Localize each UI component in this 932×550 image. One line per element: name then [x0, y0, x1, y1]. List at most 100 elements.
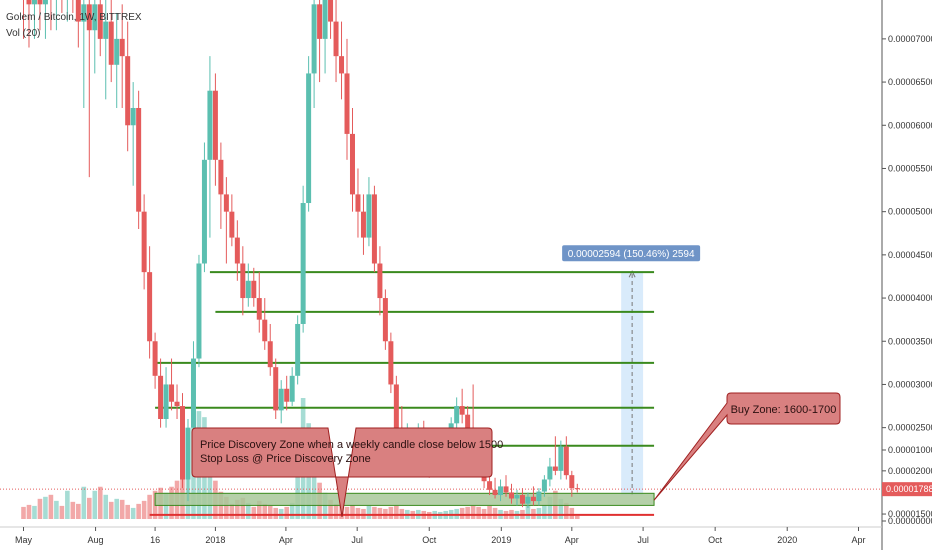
time-tick-label: Jul	[637, 535, 649, 545]
volume-bar	[459, 507, 465, 519]
candle-body	[371, 194, 377, 264]
volume-bar	[147, 494, 152, 519]
time-tick-label: Apr	[851, 535, 865, 545]
volume-tick-label: 0.00001000	[888, 445, 932, 455]
candle-body	[136, 107, 142, 212]
candle-body	[508, 492, 514, 499]
volume-bar	[333, 503, 339, 519]
candle-body	[108, 21, 114, 65]
price-tick-label: 0.00005000	[888, 207, 932, 217]
candle-body	[328, 0, 334, 22]
time-tick-label: 2018	[205, 535, 225, 545]
candle-body	[207, 90, 213, 160]
volume-bar	[492, 507, 498, 519]
volume-bar	[574, 515, 580, 519]
volume-bar	[388, 506, 394, 519]
volume-bar	[267, 505, 273, 519]
volume-bar	[246, 502, 251, 519]
candle-body	[158, 375, 164, 420]
volume-bar	[355, 507, 361, 519]
volume-bar	[240, 497, 246, 519]
candle-body	[547, 466, 553, 480]
volume-bar	[547, 496, 553, 519]
candle-body	[163, 384, 169, 420]
volume-bar	[59, 505, 65, 519]
legend: Golem / Bitcoin, 1W, BITTREX Vol (20)	[6, 12, 142, 39]
time-tick-label: Oct	[708, 535, 723, 545]
time-tick-label: Jul	[351, 535, 363, 545]
buy-zone-callout-text: Buy Zone: 1600-1700	[731, 404, 837, 416]
candle-body	[130, 107, 136, 126]
price-discovery-callout[interactable]	[191, 427, 493, 517]
candle-body	[31, 0, 37, 5]
price-tick-label: 0.00007000	[888, 34, 932, 44]
volume-bar	[251, 506, 257, 519]
candle-body	[196, 263, 202, 359]
candle-body	[229, 211, 235, 238]
measure-label: 0.00002594 (150.46%) 2594	[568, 249, 695, 260]
volume-bar	[344, 506, 350, 519]
volume-bar	[289, 502, 295, 519]
candle-body	[234, 237, 240, 264]
price-tick-label: 0.00003500	[888, 336, 932, 346]
candle-body	[492, 489, 498, 496]
measure-label-bg	[562, 245, 701, 262]
volume-bar	[273, 507, 279, 519]
time-tick-label: Aug	[88, 535, 104, 545]
candle-body	[190, 358, 196, 428]
measure-tool[interactable]: 0.00002594 (150.46%) 2594	[562, 245, 701, 496]
price-tick-label: 0.00001500	[888, 509, 932, 519]
volume-bar	[70, 501, 76, 519]
buy-zone-callout[interactable]	[653, 392, 841, 501]
candle-body	[251, 280, 257, 299]
volume-bar	[487, 505, 492, 519]
candle-body	[366, 194, 372, 238]
candle-body	[311, 4, 317, 74]
price-discovery-callout-text: Price Discovery Zone when a weekly candl…	[200, 439, 503, 451]
candle-body	[333, 21, 339, 57]
volume-bar	[256, 500, 262, 519]
candle-body	[322, 0, 328, 39]
candle-body	[530, 496, 536, 502]
time-tick-label: May	[15, 535, 33, 545]
volume-bar	[21, 506, 26, 519]
candle-body	[349, 133, 355, 195]
candle-body	[498, 486, 504, 496]
time-tick-label: Apr	[279, 535, 293, 545]
volume-bar	[86, 497, 92, 519]
candle-body	[152, 341, 158, 376]
time-tick-label: 16	[150, 535, 160, 545]
volume-bar	[470, 505, 476, 519]
candle-body	[295, 323, 301, 376]
volume-bar	[328, 499, 333, 519]
volume-bar	[224, 496, 229, 519]
volume-bar	[262, 503, 268, 519]
volume-bar	[136, 503, 141, 519]
buy-zone-box[interactable]	[154, 492, 655, 506]
volume-bar	[130, 507, 136, 519]
volume-bar	[97, 486, 103, 519]
volume-bar	[48, 494, 54, 519]
current-price-tag-label: 0.00001788	[886, 484, 932, 494]
legend-title: Golem / Bitcoin, 1W, BITTREX	[6, 12, 142, 23]
candle-body	[278, 388, 284, 411]
volume-bar	[536, 507, 542, 519]
candle-body	[459, 406, 465, 415]
volume-bar	[366, 505, 372, 519]
volume-bar	[92, 490, 98, 519]
candle-body	[569, 475, 575, 489]
annotations[interactable]: Price Discovery Zone when a weekly candl…	[191, 392, 841, 517]
price-tick-label: 0.00005500	[888, 163, 932, 173]
candle-body	[563, 446, 569, 476]
candle-body	[273, 367, 279, 411]
volume-tick-label: 0.00000000	[888, 516, 932, 526]
volume-bar	[350, 504, 355, 519]
measure-box[interactable]	[621, 271, 644, 496]
candle-body	[541, 479, 547, 492]
price-tick-label: 0.00006000	[888, 120, 932, 130]
candle-body	[86, 4, 92, 31]
candle-body	[558, 446, 564, 471]
volume-bar	[542, 504, 547, 519]
candle-body	[454, 406, 460, 424]
